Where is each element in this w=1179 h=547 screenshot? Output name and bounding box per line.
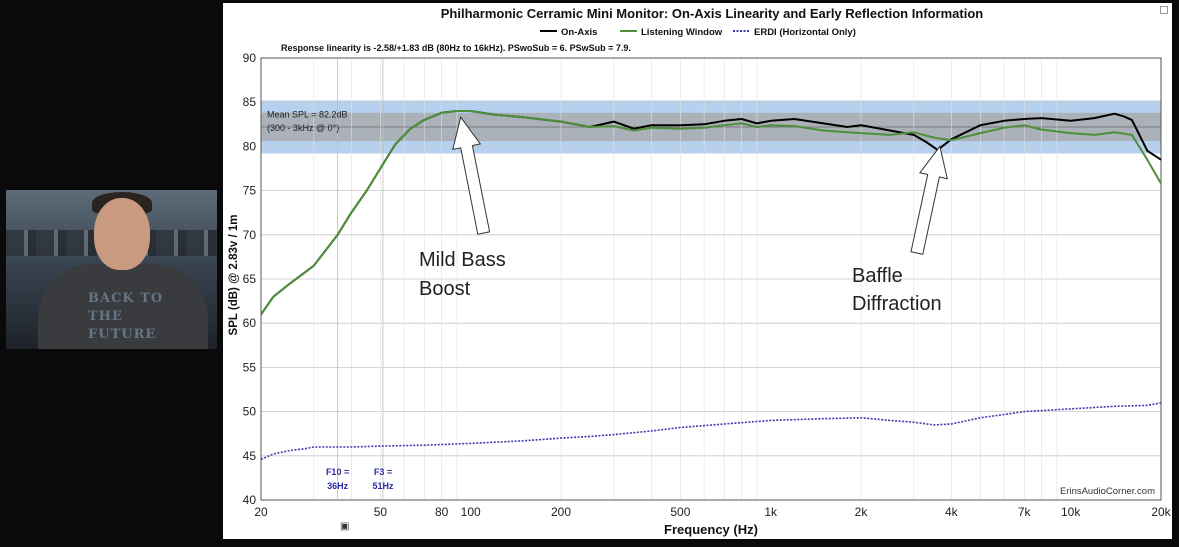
watermark: ErinsAudioCorner.com	[1060, 486, 1155, 497]
y-tick-label: 70	[243, 228, 257, 242]
bass-boost-label-line1: Mild Bass	[419, 249, 506, 271]
baffle-diffraction-arrow	[910, 145, 948, 255]
chart-subtitle: Response linearity is -2.58/+1.83 dB (80…	[281, 43, 631, 53]
series-line-erdi	[260, 402, 1162, 461]
y-tick-label: 75	[243, 184, 257, 198]
x-tick-label: 20k	[1151, 505, 1171, 519]
x-tick-label: 20	[254, 505, 268, 519]
y-tick-label: 45	[243, 449, 257, 463]
x-axis-label: Frequency (Hz)	[664, 522, 758, 537]
marker-label: F10 =	[326, 467, 349, 477]
chart-panel: 40 45 50 55 60 65 70 75 80 85 90 20 50 80 100 200 500 1k 2…	[223, 3, 1172, 539]
y-tick-label: 80	[243, 139, 257, 153]
x-tick-label: 200	[551, 505, 571, 519]
marker-value: 51Hz	[372, 481, 394, 491]
mean-spl-label: Mean SPL = 82.2dB	[267, 110, 347, 120]
y-tick-label: 50	[243, 405, 257, 419]
legend-label: On-Axis	[561, 27, 597, 38]
marker-label: F3 =	[374, 467, 392, 477]
presenter-head	[94, 198, 150, 270]
x-tick-label: 2k	[855, 505, 869, 519]
shirt-logo: BACK TO THE FUTURE	[88, 291, 164, 342]
marker-value: 36Hz	[327, 481, 349, 491]
window-corner-icon	[1160, 6, 1168, 14]
frequency-response-chart: 40 45 50 55 60 65 70 75 80 85 90 20 50 80 100 200 500 1k 2…	[228, 6, 1172, 537]
y-tick-label: 40	[243, 493, 257, 507]
y-tick-label: 65	[243, 272, 257, 286]
x-tick-label: 500	[670, 505, 690, 519]
y-tick-label: 55	[243, 360, 257, 374]
bass-boost-arrow	[452, 116, 491, 235]
baffle-label-line1: Baffle	[852, 265, 903, 287]
chart-title: Philharmonic Cerramic Mini Monitor: On-A…	[441, 6, 984, 21]
x-tick-label: 100	[461, 505, 481, 519]
legend-label: Listening Window	[641, 27, 723, 38]
series-line-listening-window	[260, 110, 1162, 315]
y-tick-label: 90	[243, 51, 257, 65]
presenter-shirt	[38, 264, 208, 349]
legend-label: ERDI (Horizontal Only)	[754, 27, 856, 38]
y-tick-label: 85	[243, 95, 257, 109]
x-tick-label: 10k	[1061, 505, 1081, 519]
x-tick-label: 50	[374, 505, 388, 519]
webcam-video: BACK TO THE FUTURE	[6, 190, 217, 349]
baffle-label-line2: Diffraction	[852, 293, 942, 315]
x-tick-label: 1k	[764, 505, 778, 519]
mean-spl-range-label: (300 - 3kHz @ 0°)	[267, 123, 339, 133]
x-tick-label: 80	[435, 505, 449, 519]
y-axis-label: SPL (dB) @ 2.83v / 1m	[228, 215, 240, 336]
camera-icon: ▣	[340, 521, 350, 532]
x-tick-label: 4k	[945, 505, 959, 519]
bass-boost-label-line2: Boost	[419, 278, 471, 300]
plot-frame	[260, 57, 1162, 501]
y-tick-label: 60	[243, 316, 257, 330]
x-tick-label: 7k	[1018, 505, 1032, 519]
